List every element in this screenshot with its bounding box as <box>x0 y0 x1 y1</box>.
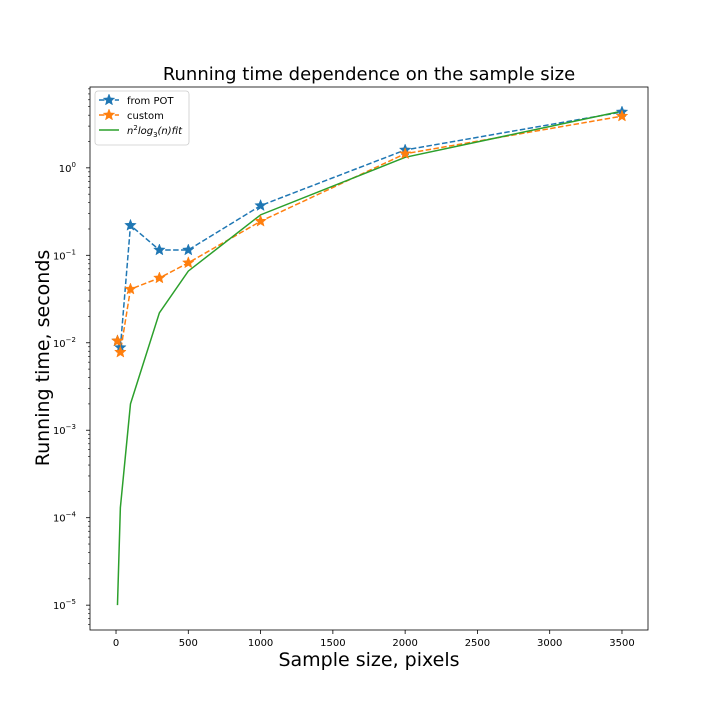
y-tick-label: 10−2 <box>53 336 76 350</box>
x-tick-label: 1500 <box>320 638 345 649</box>
plot-area <box>89 86 649 631</box>
y-tick-label: 10−3 <box>53 423 76 437</box>
data-point-marker <box>124 282 137 295</box>
x-axis-label: Sample size, pixels <box>278 649 459 671</box>
legend-label: from POT <box>127 96 174 107</box>
series-lines <box>116 110 623 606</box>
y-tick-label: 10−5 <box>53 598 76 612</box>
series-line <box>116 111 623 348</box>
data-point-marker <box>111 334 124 347</box>
series-line <box>116 115 623 353</box>
y-tick-label: 100 <box>59 161 76 175</box>
x-axis-ticks: 0 500 1000 1500 2000 2500 3000 3500 <box>113 630 635 649</box>
data-point-marker <box>181 243 195 256</box>
axes-frame <box>89 86 649 631</box>
series-markers <box>111 105 629 358</box>
data-point-marker <box>181 256 195 269</box>
y-tick-label: 10−1 <box>53 248 76 262</box>
data-point-marker <box>254 214 267 227</box>
x-tick-label: 1000 <box>248 638 273 649</box>
y-axis-ticks: 10−5 10−4 10−3 10−2 10−1 100 <box>53 88 90 625</box>
y-tick-label: 10−4 <box>53 511 77 525</box>
x-tick-label: 3000 <box>537 638 562 649</box>
data-point-marker <box>254 198 267 212</box>
y-axis-label: Running time, seconds <box>32 250 54 467</box>
data-point-marker <box>398 147 412 160</box>
x-tick-label: 2500 <box>465 638 490 649</box>
data-point-marker <box>615 109 629 122</box>
data-point-marker <box>113 345 127 358</box>
data-point-marker <box>124 218 137 231</box>
legend-label: n2log3(n)fit <box>127 124 183 139</box>
legend-label: custom <box>127 111 164 122</box>
legend: from POT custom n2log3(n)fit <box>94 90 190 146</box>
x-tick-label: 2000 <box>392 638 417 649</box>
series-line <box>116 110 623 606</box>
x-tick-label: 3500 <box>609 638 634 649</box>
legend-box <box>94 90 190 146</box>
legend-marker <box>102 108 116 121</box>
data-point-marker <box>153 271 166 284</box>
legend-marker <box>102 93 116 106</box>
data-point-marker <box>153 243 166 256</box>
x-tick-label: 0 <box>113 638 119 649</box>
x-tick-label: 500 <box>179 638 198 649</box>
chart-title: Running time dependence on the sample si… <box>163 64 575 85</box>
